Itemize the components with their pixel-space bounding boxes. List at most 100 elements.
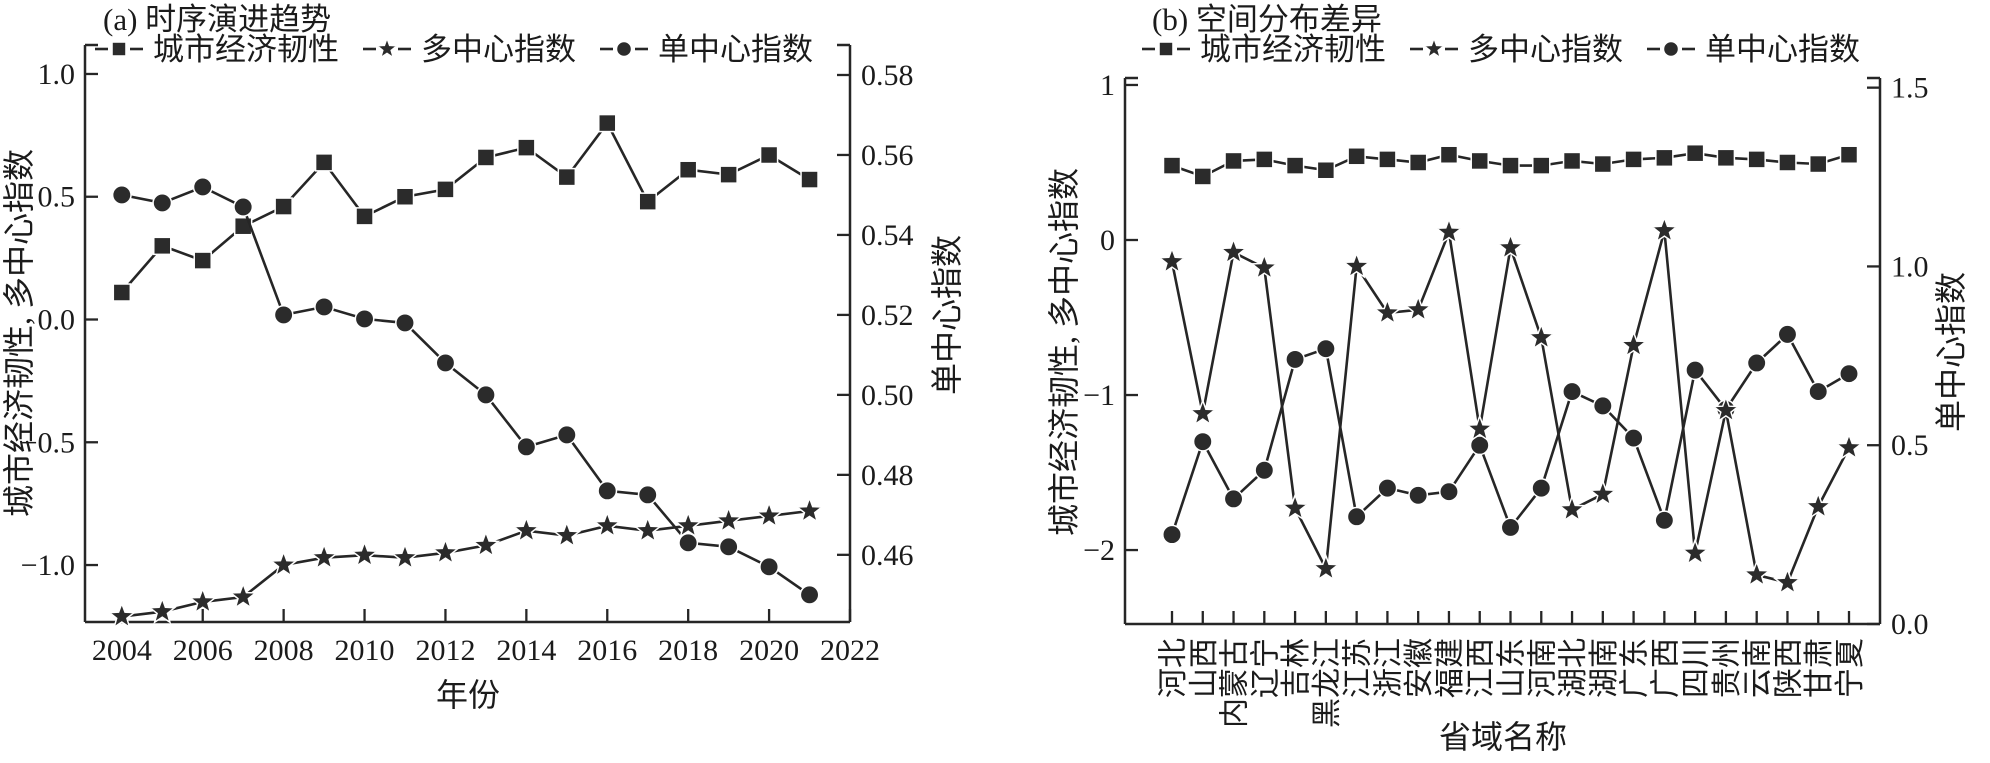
square-marker-icon: [517, 138, 536, 157]
square-marker-icon: [759, 145, 779, 165]
star-marker-icon: [107, 601, 137, 629]
circle-marker-icon: [759, 556, 780, 577]
x-axis-tick-label: 2020: [739, 634, 799, 667]
circle-marker-icon: [1746, 353, 1767, 373]
x-axis-tick-label: 广西: [1649, 638, 1682, 698]
left-axis-tick-label: −2: [1083, 534, 1115, 567]
x-axis-tick-label: 云南: [1742, 638, 1775, 698]
star-marker-icon: [188, 586, 218, 615]
square-marker-icon: [1562, 151, 1582, 171]
star-marker-icon: [1342, 251, 1372, 279]
star-marker-icon: [1711, 395, 1741, 423]
x-axis-tick-label: 河南: [1526, 638, 1559, 698]
star-marker-icon: [374, 36, 400, 60]
star-marker-icon: [471, 530, 501, 558]
square-marker-icon: [1624, 150, 1643, 169]
square-marker-icon: [1347, 147, 1366, 166]
x-axis-tick-label: 2022: [820, 634, 880, 667]
circle-marker-icon: [475, 384, 496, 405]
circle-marker-icon: [1500, 517, 1521, 538]
panel-a-legend: 城市经济韧性 多中心指数 单中心指数: [95, 32, 813, 67]
square-marker-icon: [436, 180, 455, 199]
x-axis-tick-label: 福建: [1434, 638, 1467, 698]
square-marker-icon: [1839, 145, 1859, 164]
square-marker-icon: [1593, 154, 1613, 174]
star-marker-icon: [147, 596, 177, 624]
star-marker-icon: [1249, 252, 1279, 281]
star-marker-icon: [309, 542, 339, 570]
x-axis-tick-label: 陕西: [1772, 638, 1805, 698]
circle-marker-icon: [637, 484, 658, 505]
circle-marker-icon: [1685, 360, 1706, 381]
x-axis-tick-label: 湖北: [1557, 638, 1590, 698]
left-axis-tick-label: 1.0: [38, 58, 76, 91]
star-marker-icon: [1280, 493, 1310, 521]
star-marker-icon: [1311, 553, 1341, 581]
circle-marker-icon: [1377, 478, 1398, 499]
circle-marker-icon: [273, 304, 294, 325]
circle-marker-icon: [354, 308, 375, 329]
left-axis-tick-label: −1: [1083, 379, 1115, 412]
plot-layers: 1.00.50.0−0.5−1.00.580.560.540.520.500.4…: [21, 32, 1929, 728]
square-marker-icon: [274, 197, 293, 216]
x-axis-tick-label: 山西: [1188, 638, 1221, 698]
square-marker-icon: [1158, 41, 1174, 57]
x-axis-tick-label: 2008: [254, 634, 314, 667]
x-axis-tick-label: 江苏: [1342, 638, 1375, 698]
panel-a-right-axis-label: 单中心指数: [929, 235, 965, 395]
circle-marker-icon: [556, 424, 577, 445]
circle-marker-icon: [192, 177, 213, 197]
right-axis-tick-label: 0.50: [861, 379, 914, 412]
x-axis-tick-label: 四川: [1680, 638, 1713, 698]
circle-marker-icon: [1531, 478, 1552, 499]
circle-marker-icon: [1654, 510, 1675, 531]
legend-item-label: 多中心指数: [1468, 32, 1623, 67]
square-marker-icon: [395, 187, 415, 206]
right-axis-tick-label: 1.5: [1891, 72, 1929, 105]
square-marker-icon: [153, 236, 172, 256]
square-marker-icon: [1747, 150, 1766, 169]
circle-marker-icon: [1662, 40, 1680, 58]
panel-b-right-axis-label: 单中心指数: [1933, 272, 1969, 432]
right-axis-tick-label: 1.0: [1891, 250, 1929, 283]
circle-marker-icon: [1623, 428, 1644, 449]
circle-marker-icon: [597, 480, 618, 501]
square-marker-icon: [1716, 148, 1736, 168]
x-axis-tick-label: 2010: [335, 634, 395, 667]
panel-a-x-axis-label: 年份: [436, 677, 500, 713]
star-marker-icon: [1434, 217, 1464, 245]
star-marker-icon: [1496, 232, 1525, 261]
x-axis-tick-label: 2018: [658, 634, 718, 667]
square-marker-icon: [1808, 154, 1828, 174]
star-marker-icon: [228, 581, 258, 610]
star-marker-icon: [1773, 567, 1802, 595]
square-marker-icon: [557, 167, 577, 187]
star-marker-icon: [390, 542, 420, 570]
star-marker-icon: [1742, 559, 1772, 588]
circle-marker-icon: [678, 532, 699, 553]
square-marker-icon: [1685, 143, 1705, 163]
star-marker-icon: [431, 537, 460, 566]
circle-marker-icon: [1839, 363, 1859, 384]
square-marker-icon: [1224, 151, 1243, 171]
square-marker-icon: [598, 113, 617, 133]
panel-b-left-axis-label: 城市经济韧性, 多中心指数: [1046, 168, 1082, 536]
x-axis-tick-label: 湖南: [1588, 638, 1621, 698]
square-marker-icon: [1408, 153, 1428, 172]
star-marker-icon: [1834, 432, 1864, 461]
right-axis-tick-label: 0.5: [1891, 429, 1929, 462]
circle-marker-icon: [1808, 381, 1829, 402]
star-marker-icon: [754, 500, 784, 529]
circle-marker-icon: [1346, 506, 1367, 527]
star-marker-icon: [1526, 322, 1556, 350]
series-line: [121, 185, 811, 596]
circle-marker-icon: [1192, 431, 1213, 452]
legend-item-label: 单中心指数: [1705, 32, 1860, 67]
square-marker-icon: [314, 153, 334, 172]
x-axis-tick-label: 2006: [173, 634, 233, 667]
x-axis-tick-label: 辽宁: [1249, 638, 1282, 698]
legend-item-label: 多中心指数: [421, 32, 576, 67]
panel-b-title: (b) 空间分布差异: [1152, 2, 1382, 37]
circle-marker-icon: [718, 536, 739, 557]
